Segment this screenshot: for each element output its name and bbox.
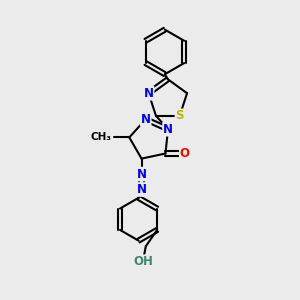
Text: N: N — [144, 87, 154, 100]
Text: N: N — [136, 183, 146, 196]
Text: O: O — [180, 147, 190, 160]
Text: S: S — [176, 109, 184, 122]
Text: N: N — [136, 168, 146, 181]
Text: N: N — [141, 113, 151, 126]
Text: CH₃: CH₃ — [91, 132, 112, 142]
Text: OH: OH — [133, 255, 153, 268]
Text: N: N — [163, 123, 173, 136]
